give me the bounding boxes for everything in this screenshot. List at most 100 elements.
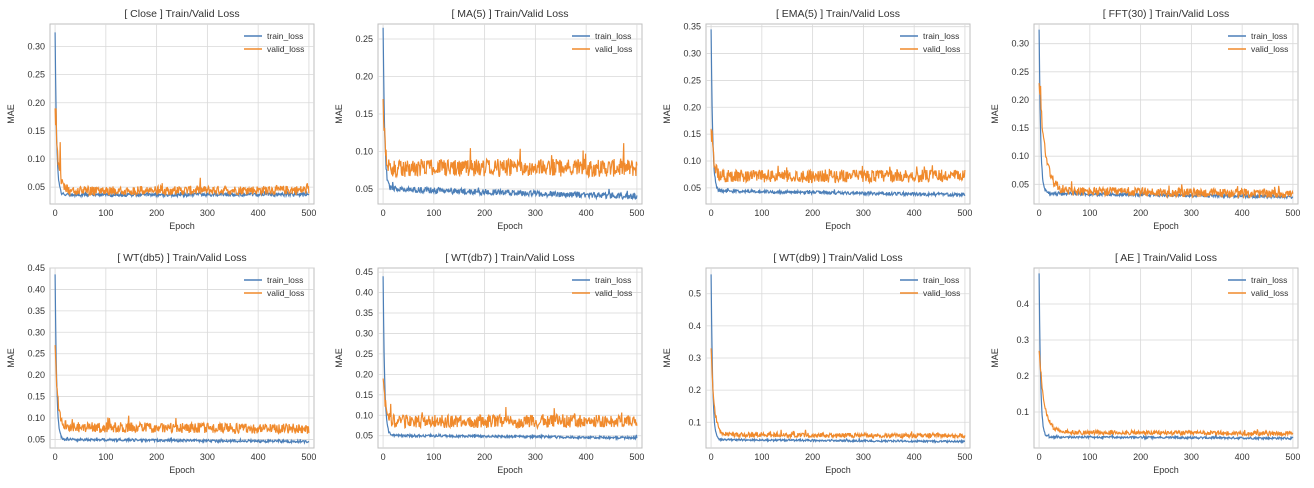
- legend-label: valid_loss: [1251, 44, 1288, 54]
- loss-chart-1: 0 100 200 300 400 500 0.05 0.10 0.15 0.20 0.25 0.30…: [6, 8, 316, 231]
- y-tick-label: 0.10: [355, 410, 373, 420]
- y-tick-label: 0.05: [1011, 179, 1029, 189]
- y-tick-label: 0.20: [355, 369, 373, 379]
- series-line-valid-loss: [1038, 350, 1294, 438]
- legend: train_loss valid_loss: [572, 31, 632, 54]
- y-tick-label: 0.2: [688, 385, 701, 395]
- loss-chart-3: 0 100 200 300 400 500 0.05 0.10 0.15 0.20 0.25 0.30…: [662, 8, 972, 231]
- x-tick-label: 0: [709, 452, 714, 462]
- y-tick-label: 0.15: [683, 129, 701, 139]
- loss-chart-2: 0 100 200 300 400 500 0.05 0.10 0.15 0.20 0.25 [ MA…: [334, 8, 644, 231]
- x-tick-label: 200: [1133, 452, 1148, 462]
- series-line-valid-loss: [710, 348, 966, 440]
- y-tick-label: 0.15: [355, 109, 373, 119]
- loss-chart-5: 0 100 200 300 400 500 0.05 0.10 0.15 0.20 0.25 0.30…: [6, 252, 316, 475]
- legend-label: valid_loss: [267, 288, 304, 298]
- x-tick-label: 300: [1184, 452, 1199, 462]
- legend-label: valid_loss: [595, 288, 632, 298]
- y-tick-label: 0.25: [27, 349, 45, 359]
- legend: train_loss valid_loss: [900, 275, 960, 298]
- x-tick-label: 500: [957, 452, 972, 462]
- legend-label: train_loss: [923, 275, 959, 285]
- legend-label: train_loss: [267, 275, 303, 285]
- y-tick-label: 0.15: [27, 392, 45, 402]
- legend: train_loss valid_loss: [1228, 31, 1288, 54]
- y-tick-label: 0.45: [27, 263, 45, 273]
- loss-chart-4: 0 100 200 300 400 500 0.05 0.10 0.15 0.20 0.25 0.30…: [990, 8, 1300, 231]
- y-tick-label: 0.20: [683, 102, 701, 112]
- chart-title: [ AE ] Train/Valid Loss: [1115, 252, 1217, 264]
- y-tick-label: 0.30: [683, 49, 701, 59]
- y-tick-label: 0.25: [683, 75, 701, 85]
- x-tick-label: 500: [629, 452, 644, 462]
- y-tick-label: 0.15: [27, 126, 45, 136]
- x-tick-label: 100: [754, 208, 769, 218]
- x-tick-label: 300: [200, 208, 215, 218]
- x-tick-label: 300: [856, 208, 871, 218]
- y-tick-label: 0.05: [355, 184, 373, 194]
- series-line-train-loss: [1038, 273, 1294, 442]
- x-tick-label: 200: [149, 452, 164, 462]
- x-tick-label: 400: [1235, 452, 1250, 462]
- x-tick-label: 400: [251, 208, 266, 218]
- series-line-valid-loss: [1038, 83, 1294, 200]
- x-tick-label: 300: [1184, 208, 1199, 218]
- x-tick-label: 100: [1082, 452, 1097, 462]
- y-tick-label: 0.20: [1011, 95, 1029, 105]
- x-axis-label: Epoch: [825, 465, 851, 475]
- y-axis-label: MAE: [6, 348, 16, 368]
- x-tick-label: 100: [754, 452, 769, 462]
- plot-area: [1033, 267, 1299, 449]
- y-tick-label: 0.5: [688, 289, 701, 299]
- series-line-valid-loss: [710, 128, 966, 185]
- x-tick-label: 200: [149, 208, 164, 218]
- x-tick-label: 300: [528, 452, 543, 462]
- y-axis-label: MAE: [662, 104, 672, 124]
- legend: train_loss valid_loss: [244, 275, 304, 298]
- x-tick-label: 300: [528, 208, 543, 218]
- x-tick-label: 400: [579, 208, 594, 218]
- y-tick-label: 0.3: [1016, 335, 1029, 345]
- x-tick-label: 100: [1082, 208, 1097, 218]
- legend-label: valid_loss: [595, 44, 632, 54]
- legend: train_loss valid_loss: [1228, 275, 1288, 298]
- series-line-train-loss: [54, 274, 310, 445]
- chart-title: [ WT(db9) ] Train/Valid Loss: [773, 252, 902, 264]
- series-line-valid-loss: [382, 378, 638, 431]
- legend-label: train_loss: [595, 31, 631, 41]
- x-axis-label: Epoch: [1153, 465, 1179, 475]
- y-tick-label: 0.25: [355, 34, 373, 44]
- chart-title: [ WT(db7) ] Train/Valid Loss: [445, 252, 574, 264]
- y-tick-label: 0.05: [27, 182, 45, 192]
- y-tick-label: 0.40: [355, 288, 373, 298]
- x-axis-label: Epoch: [497, 465, 523, 475]
- x-tick-label: 100: [98, 452, 113, 462]
- y-axis-label: MAE: [6, 104, 16, 124]
- y-tick-label: 0.4: [1016, 299, 1029, 309]
- y-tick-label: 0.25: [355, 349, 373, 359]
- chart-title: [ WT(db5) ] Train/Valid Loss: [117, 252, 246, 264]
- y-tick-label: 0.45: [355, 267, 373, 277]
- chart-title: [ Close ] Train/Valid Loss: [124, 8, 239, 20]
- y-tick-label: 0.30: [27, 327, 45, 337]
- legend-label: valid_loss: [923, 288, 960, 298]
- y-tick-label: 0.10: [27, 154, 45, 164]
- legend: train_loss valid_loss: [572, 275, 632, 298]
- y-tick-label: 0.20: [27, 98, 45, 108]
- y-tick-label: 0.10: [683, 156, 701, 166]
- y-tick-label: 0.2: [1016, 371, 1029, 381]
- x-tick-label: 500: [629, 208, 644, 218]
- x-tick-label: 200: [477, 208, 492, 218]
- legend-label: train_loss: [923, 31, 959, 41]
- series-line-valid-loss: [54, 108, 310, 197]
- x-tick-label: 400: [907, 452, 922, 462]
- y-tick-label: 0.20: [355, 72, 373, 82]
- legend-label: train_loss: [595, 275, 631, 285]
- x-axis-label: Epoch: [169, 465, 195, 475]
- legend-label: valid_loss: [923, 44, 960, 54]
- y-tick-label: 0.35: [27, 306, 45, 316]
- y-axis-label: MAE: [334, 348, 344, 368]
- y-axis-label: MAE: [662, 348, 672, 368]
- x-axis-label: Epoch: [497, 221, 523, 231]
- y-tick-label: 0.1: [1016, 407, 1029, 417]
